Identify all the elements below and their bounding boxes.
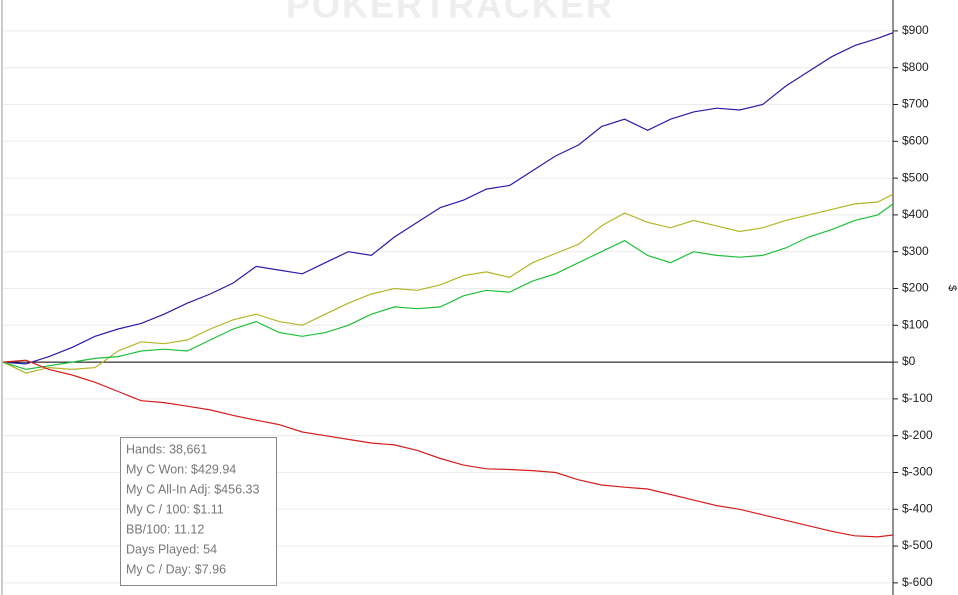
y-axis-label: $ bbox=[946, 285, 958, 291]
y-tick-label: $-500 bbox=[902, 538, 933, 552]
stat-line: My C / 100: $1.11 bbox=[126, 502, 224, 516]
stat-line: My C / Day: $7.96 bbox=[126, 562, 226, 576]
stat-line: Days Played: 54 bbox=[126, 542, 217, 556]
y-tick-label: $300 bbox=[902, 244, 929, 258]
stat-line: BB/100: 11.12 bbox=[126, 522, 204, 536]
y-tick-label: $400 bbox=[902, 207, 929, 221]
stat-line: Hands: 38,661 bbox=[126, 442, 207, 456]
stat-line: My C All-In Adj: $456.33 bbox=[126, 482, 259, 496]
y-tick-label: $-100 bbox=[902, 391, 933, 405]
stat-line: My C Won: $429.94 bbox=[126, 462, 236, 476]
y-tick-label: $-200 bbox=[902, 428, 933, 442]
stats-box: Hands: 38,661 My C Won: $429.94 My C All-I… bbox=[120, 437, 277, 586]
y-tick-label: $600 bbox=[902, 133, 929, 147]
y-tick-label: $700 bbox=[902, 97, 929, 111]
series-line bbox=[2, 359, 894, 538]
stats-box-frame bbox=[120, 437, 277, 586]
y-tick-label: $100 bbox=[902, 317, 929, 331]
y-tick-label: $-600 bbox=[902, 575, 933, 589]
watermark: POKERTRACKER bbox=[286, 0, 614, 26]
y-tick-label: $900 bbox=[902, 23, 929, 37]
y-tick-label: $-300 bbox=[902, 465, 933, 479]
y-tick-label: $0 bbox=[902, 354, 916, 368]
series-line bbox=[2, 193, 894, 374]
y-tick-label: $800 bbox=[902, 60, 929, 74]
y-tick-label: $500 bbox=[902, 170, 929, 184]
series-line bbox=[2, 32, 894, 365]
series-line bbox=[2, 203, 894, 371]
y-tick-label: $200 bbox=[902, 281, 929, 295]
y-tick-label: $-400 bbox=[902, 501, 933, 515]
